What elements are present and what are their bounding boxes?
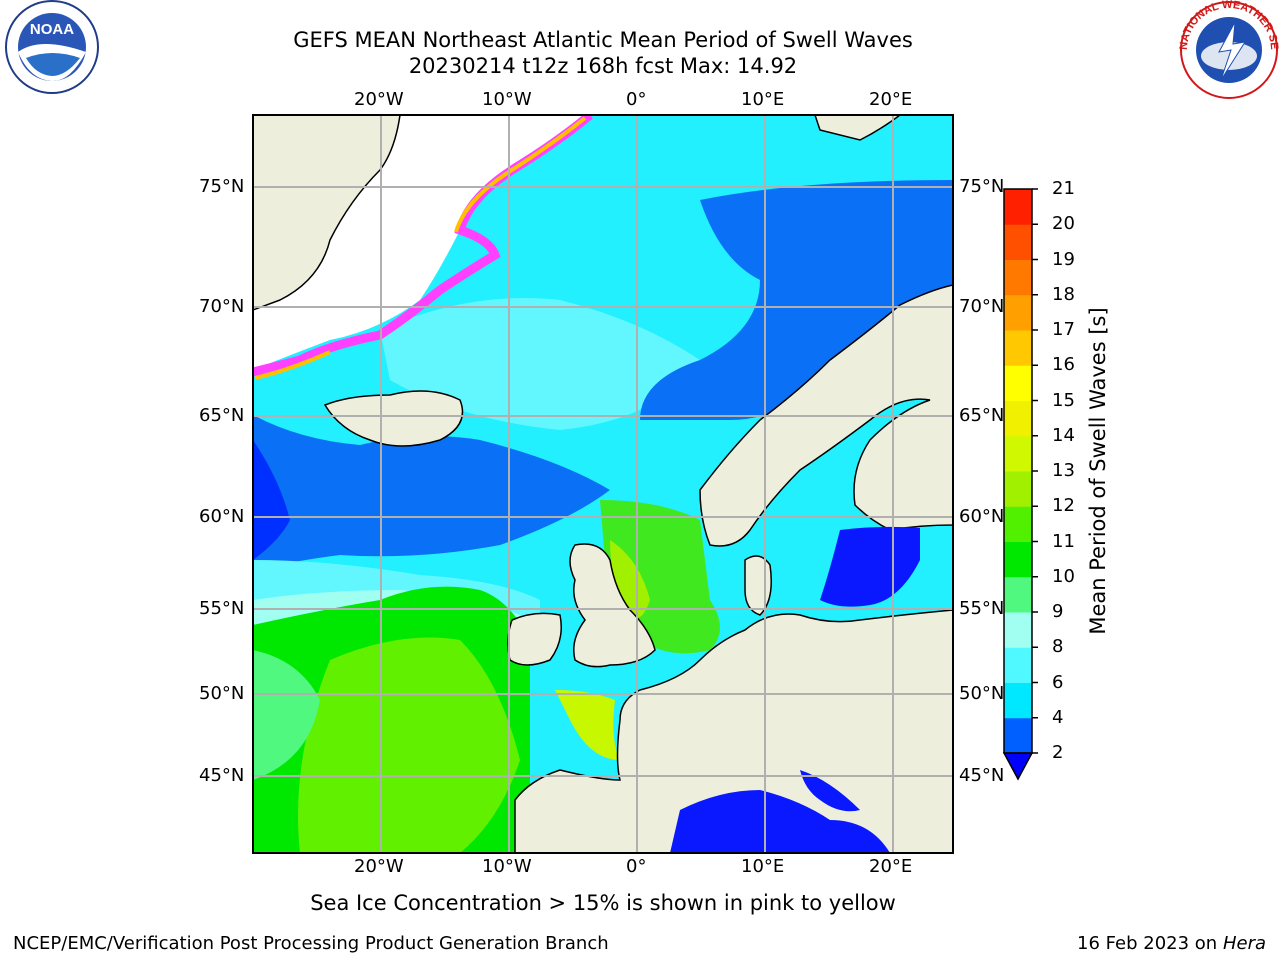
noaa-logo: NOAA xyxy=(5,0,99,94)
land-svalbard xyxy=(814,115,902,141)
chart-subtitle: 20230214 t12z 168h fcst Max: 14.92 xyxy=(408,54,798,78)
lon-tick-top-20w: 20°W xyxy=(354,89,404,110)
lon-tick-top-10e: 10°E xyxy=(741,89,785,110)
colorbar-title: Mean Period of Swell Waves [s] xyxy=(1086,307,1110,635)
colorbar-tick-label: 10 xyxy=(1052,565,1075,587)
swell-zone-6-8-north xyxy=(380,298,700,430)
noaa-logo-text: NOAA xyxy=(30,21,74,38)
colorbar-segment xyxy=(1004,541,1032,578)
land-iceland xyxy=(323,390,464,447)
sea-mediterranean xyxy=(670,790,890,853)
lon-tick-bottom-10w: 10°W xyxy=(482,856,532,877)
graticule xyxy=(253,115,953,853)
colorbar-segment xyxy=(1004,294,1032,331)
colorbar-extend-triangle xyxy=(1002,752,1034,781)
colorbar-tick-label: 13 xyxy=(1052,460,1075,481)
colorbar-tick-label: 8 xyxy=(1052,636,1064,658)
lat-tick-left-55n: 55°N xyxy=(199,598,245,619)
lat-tick-right-70n: 70°N xyxy=(959,296,1005,317)
colorbar-segment xyxy=(1004,189,1032,225)
swell-zone-2-4-norway xyxy=(640,180,953,420)
lon-tick-bottom-20w: 20°W xyxy=(354,856,404,877)
map-frame xyxy=(252,114,954,854)
colorbar-tick-label: 4 xyxy=(1052,706,1064,728)
lon-tick-top-10w: 10°W xyxy=(482,89,532,110)
swell-zone-2-4-west xyxy=(253,440,290,560)
sea-ice-edge-inner xyxy=(454,116,587,233)
colorbar-tick-label: 17 xyxy=(1052,319,1075,340)
colorbar-tick-label: 16 xyxy=(1052,354,1075,376)
colorbar-segment xyxy=(1004,612,1032,648)
lat-tick-left-60n: 60°N xyxy=(199,506,245,527)
colorbar-segment xyxy=(1004,400,1032,437)
colorbar-segment xyxy=(1004,682,1032,719)
colorbar-segment xyxy=(1004,435,1032,472)
colorbar-segment xyxy=(1004,224,1032,260)
chart-title: GEFS MEAN Northeast Atlantic Mean Period… xyxy=(293,28,913,52)
land-greenland xyxy=(253,115,401,311)
land-great-britain xyxy=(569,543,656,668)
colorbar-tick-label: 12 xyxy=(1052,495,1075,517)
lon-tick-bottom-10e: 10°E xyxy=(741,856,785,877)
lat-tick-right-45n: 45°N xyxy=(959,765,1005,786)
colorbar-segment xyxy=(1004,365,1032,401)
sea-baltic xyxy=(820,526,920,607)
colorbar-segment xyxy=(1004,471,1032,507)
colorbar-tick-label: 14 xyxy=(1052,424,1075,446)
colorbar-tick-label: 2 xyxy=(1052,742,1064,763)
lat-tick-left-75n: 75°N xyxy=(199,176,245,197)
colorbar-tick-label: 20 xyxy=(1052,213,1075,235)
swell-zone-11-12 xyxy=(298,637,520,853)
footer-credit: NCEP/EMC/Verification Post Processing Pr… xyxy=(13,933,609,954)
swell-zone-2-4-iceland xyxy=(253,415,610,570)
lat-tick-left-70n: 70°N xyxy=(199,296,245,317)
colorbar-segment xyxy=(1004,330,1032,366)
colorbar xyxy=(1002,188,1038,781)
lon-tick-bottom-0: 0° xyxy=(626,856,647,877)
sea-adriatic xyxy=(800,770,860,812)
sea-ice-edge-inner-2 xyxy=(254,350,331,380)
footer-date-text: 16 Feb 2023 on xyxy=(1077,933,1218,954)
colorbar-tick-label: 18 xyxy=(1052,283,1075,305)
lon-tick-top-0: 0° xyxy=(626,89,647,110)
lon-tick-bottom-20e: 20°E xyxy=(869,856,913,877)
lat-tick-left-65n: 65°N xyxy=(199,405,245,426)
colorbar-segment xyxy=(1004,506,1032,542)
colorbar-segment xyxy=(1004,576,1032,613)
colorbar-tick-label: 6 xyxy=(1052,671,1064,693)
colorbar-segment xyxy=(1004,259,1032,296)
swell-zone-9-10 xyxy=(253,650,320,780)
colorbar-tick-label: 15 xyxy=(1052,389,1075,411)
colorbar-tick-label: 9 xyxy=(1052,601,1064,622)
colorbar-tick-label: 11 xyxy=(1052,530,1075,552)
colorbar-segment xyxy=(1004,717,1032,754)
lat-tick-right-65n: 65°N xyxy=(959,405,1005,426)
sea-ice-note: Sea Ice Concentration > 15% is shown in … xyxy=(310,891,896,915)
colorbar-tick-label: 21 xyxy=(1052,178,1075,199)
lat-tick-right-50n: 50°N xyxy=(959,683,1005,704)
lon-tick-top-20e: 20°E xyxy=(869,89,913,110)
colorbar-segment xyxy=(1004,647,1032,683)
colorbar-tick-label: 19 xyxy=(1052,248,1075,270)
footer-host: Hera xyxy=(1222,933,1266,954)
footer-date: 16 Feb 2023 on Hera xyxy=(1077,933,1266,954)
lat-tick-right-55n: 55°N xyxy=(959,598,1005,619)
lat-tick-right-75n: 75°N xyxy=(959,176,1005,197)
lat-tick-left-50n: 50°N xyxy=(199,683,245,704)
lat-tick-right-60n: 60°N xyxy=(959,506,1005,527)
nws-logo: NATIONAL WEATHER SERVICE xyxy=(1175,0,1280,99)
swell-zone-12-13-biscay xyxy=(555,690,620,760)
lat-tick-left-45n: 45°N xyxy=(199,765,245,786)
